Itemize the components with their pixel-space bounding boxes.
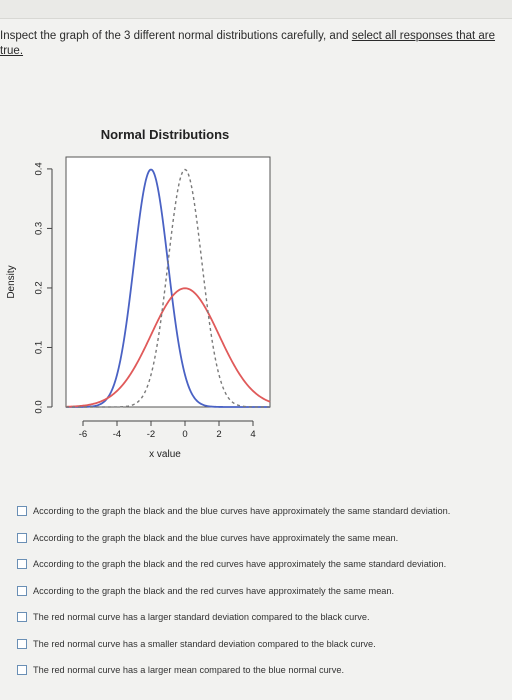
- option-label: According to the graph the black and the…: [33, 532, 399, 543]
- chart-container: Normal Distributions -6 -4 -2 0 2 4 0.0 0.1 0.2 0…: [0, 115, 320, 475]
- option-label: The red normal curve has a larger mean c…: [33, 665, 344, 676]
- y-axis-label: Density: [6, 265, 17, 298]
- option-1[interactable]: According to the graph the black and the…: [17, 498, 507, 525]
- x-tick-label: -4: [113, 429, 121, 440]
- option-5[interactable]: The red normal curve has a larger standa…: [17, 604, 507, 631]
- checkbox[interactable]: [17, 559, 27, 570]
- checkbox[interactable]: [17, 665, 27, 676]
- top-divider: [0, 0, 512, 19]
- option-label: According to the graph the black and the…: [33, 559, 447, 570]
- normal-distributions-chart: Normal Distributions -6 -4 -2 0 2 4 0.0 0.1 0.2 0…: [6, 127, 271, 460]
- option-label: According to the graph the black and the…: [33, 506, 451, 517]
- checkbox[interactable]: [17, 612, 27, 623]
- series-curve-3: [66, 168, 270, 408]
- checkbox[interactable]: [17, 585, 27, 596]
- question-prompt: Inspect the graph of the 3 different nor…: [0, 29, 512, 59]
- option-label: The red normal curve has a larger standa…: [33, 612, 370, 623]
- x-tick-label: 4: [250, 429, 255, 440]
- option-label: The red normal curve has a smaller stand…: [33, 638, 376, 649]
- option-3[interactable]: According to the graph the black and the…: [17, 551, 507, 578]
- option-label: According to the graph the black and the…: [33, 585, 395, 596]
- x-tick-label: -2: [147, 429, 155, 440]
- x-tick-label: 0: [182, 429, 187, 440]
- checkbox[interactable]: [17, 638, 27, 649]
- option-6[interactable]: The red normal curve has a smaller stand…: [17, 631, 507, 658]
- checkbox[interactable]: [17, 506, 27, 517]
- prompt-text: Inspect the graph of the 3 different nor…: [0, 30, 352, 42]
- x-axis-label: x value: [149, 449, 181, 460]
- checkbox[interactable]: [17, 532, 27, 543]
- y-tick-label: 0.3: [34, 222, 45, 235]
- option-2[interactable]: According to the graph the black and the…: [17, 525, 507, 552]
- prompt-text-line2: true.: [0, 45, 24, 57]
- series-curve-2: [65, 287, 271, 408]
- y-tick-label: 0.0: [34, 400, 45, 413]
- prompt-instruction-link: select all responses that are: [351, 30, 496, 42]
- x-tick-label: -6: [79, 429, 87, 440]
- y-tick-label: 0.1: [34, 341, 45, 354]
- option-4[interactable]: According to the graph the black and the…: [17, 578, 507, 605]
- option-7[interactable]: The red normal curve has a larger mean c…: [17, 657, 507, 684]
- y-tick-label: 0.4: [34, 162, 45, 175]
- plot-area: [65, 156, 271, 408]
- x-tick-label: 2: [216, 429, 221, 440]
- y-tick-label: 0.2: [34, 281, 45, 294]
- chart-title: Normal Distributions: [101, 127, 230, 142]
- answer-options: According to the graph the black and the…: [17, 498, 507, 684]
